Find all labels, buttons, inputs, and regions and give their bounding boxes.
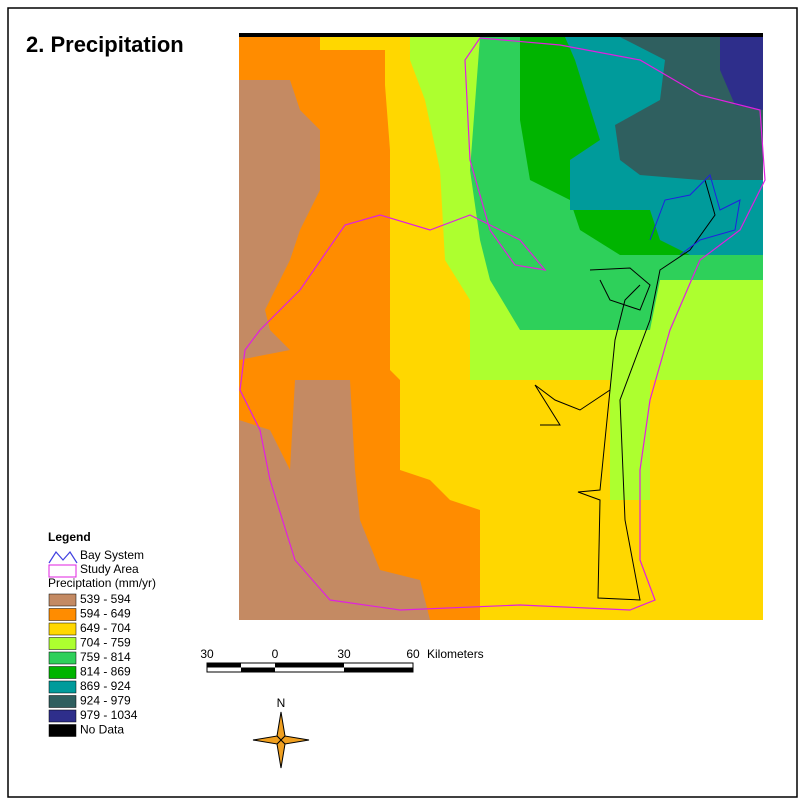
bay-symbol — [48, 551, 78, 564]
legend-label: 704 - 759 — [80, 636, 131, 650]
scale-bar: 30 0 30 60 Kilometers — [200, 647, 484, 673]
legend-swatch — [48, 695, 77, 708]
legend-label: Bay System — [80, 548, 144, 562]
arrow-point — [276, 739, 286, 769]
legend-title: Legend — [48, 530, 91, 544]
north-arrow: N — [252, 696, 310, 769]
legend-label: 869 - 924 — [80, 679, 131, 693]
scale-segment — [207, 663, 241, 668]
legend: Legend Bay System Study Area Preciptatio… — [48, 530, 156, 737]
legend-label: 979 - 1034 — [80, 708, 138, 722]
zone — [720, 37, 763, 110]
legend-swatch — [48, 637, 77, 650]
bay-line — [649, 174, 741, 256]
zone — [239, 33, 763, 37]
bay-system — [534, 174, 741, 601]
legend-label: 594 - 649 — [80, 607, 131, 621]
legend-label: 759 - 814 — [80, 650, 131, 664]
frame — [7, 7, 798, 798]
zone — [239, 380, 430, 620]
legend-label: 814 - 869 — [80, 665, 131, 679]
scale-segment — [275, 663, 344, 668]
legend-label: No Data — [80, 723, 124, 737]
scale-segment — [241, 667, 275, 672]
scale-label: 30 — [337, 647, 351, 661]
bay-line — [534, 384, 611, 426]
map-title: 2. Precipitation — [26, 32, 184, 57]
scale-label: 30 — [200, 647, 214, 661]
legend-label: 924 - 979 — [80, 694, 131, 708]
legend-label: 649 - 704 — [80, 621, 131, 635]
legend-swatch — [48, 608, 77, 621]
study-area-symbol — [48, 564, 77, 578]
legend-swatch — [48, 709, 77, 723]
legend-subtitle: Preciptation (mm/yr) — [48, 576, 156, 590]
legend-swatch — [48, 666, 77, 679]
scale-label: 0 — [272, 647, 279, 661]
legend-swatch — [48, 680, 77, 694]
bay-line — [577, 179, 716, 601]
arrow-point — [280, 735, 310, 745]
bay-line — [589, 267, 651, 311]
north-label: N — [277, 696, 286, 710]
arrow-point — [252, 735, 282, 745]
legend-swatch — [48, 724, 77, 737]
scale-unit: Kilometers — [427, 647, 484, 661]
legend-swatch — [48, 593, 77, 607]
zone — [239, 80, 320, 360]
legend-swatch — [48, 651, 77, 665]
arrow-point — [276, 711, 286, 741]
scale-segment — [344, 667, 413, 672]
scale-label: 60 — [406, 647, 420, 661]
study-area-outline — [239, 37, 766, 611]
legend-swatch — [48, 622, 77, 636]
precipitation-raster — [239, 33, 763, 620]
legend-label: Study Area — [80, 562, 139, 576]
legend-label: 539 - 594 — [80, 592, 131, 606]
